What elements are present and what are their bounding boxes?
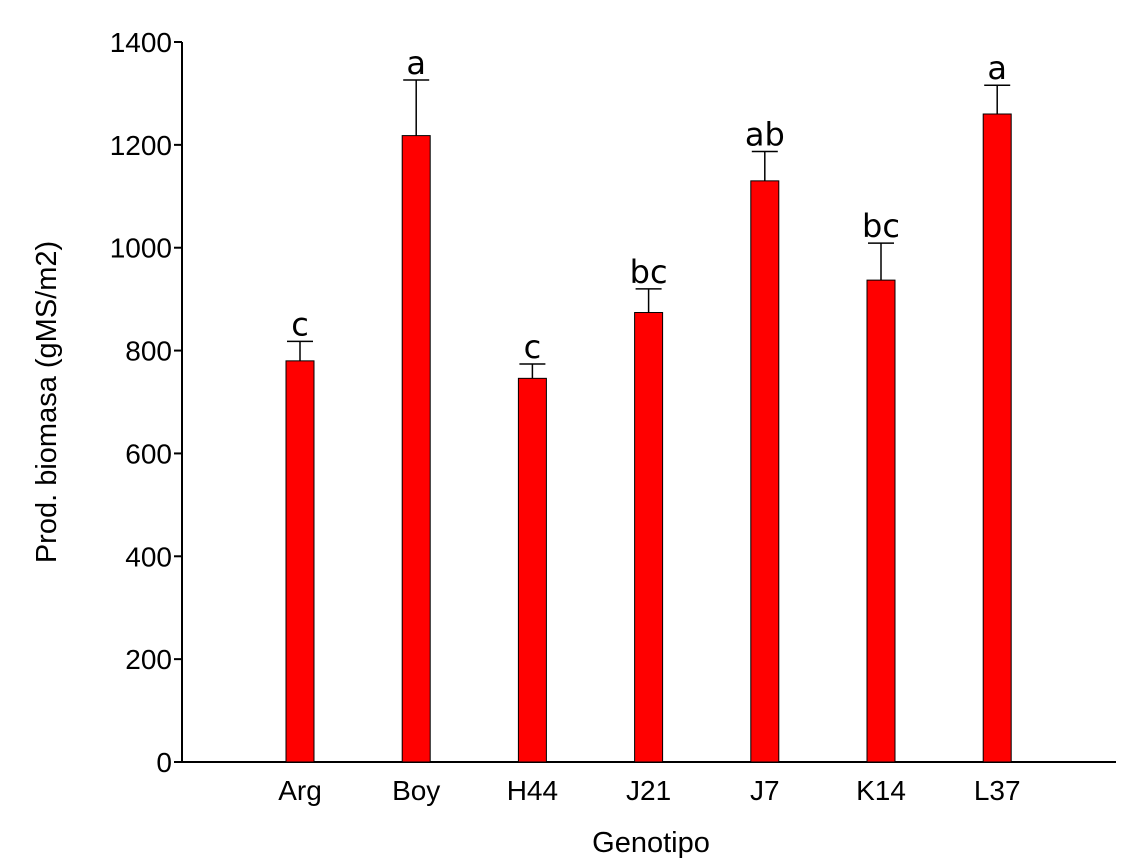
y-tick-label: 1400 [110, 27, 172, 58]
y-axis-title: Prod. biomasa (gMS/m2) [31, 241, 63, 563]
significance-label: c [291, 305, 309, 343]
significance-label: bc [630, 253, 668, 291]
y-tick-label: 800 [125, 336, 172, 367]
bar-arg [285, 360, 315, 763]
y-tick-label: 400 [125, 541, 172, 572]
significance-label: bc [862, 207, 900, 245]
y-tick-label: 1000 [110, 233, 172, 264]
x-tick-label: L37 [974, 775, 1021, 806]
x-tick-label: J21 [626, 775, 671, 806]
y-tick-label: 0 [156, 747, 172, 778]
y-ticks: 0 200 400 600 800 1000 1200 1400 [110, 27, 182, 778]
bar-h44 [517, 377, 547, 763]
y-tick-label: 200 [125, 644, 172, 675]
bar-boy [401, 135, 431, 763]
y-tick-label: 600 [125, 438, 172, 469]
significance-label: c [524, 328, 542, 366]
significance-label: ab [745, 116, 785, 154]
x-tick-label: Arg [278, 775, 322, 806]
x-tick-label: H44 [507, 775, 558, 806]
significance-label: a [987, 49, 1007, 87]
x-axis-title: Genotipo [592, 827, 710, 858]
bar-j7 [750, 180, 780, 763]
bar-l37 [982, 113, 1012, 763]
significance-label: a [406, 44, 426, 82]
x-tick-label: Boy [392, 775, 440, 806]
x-ticks: Arg Boy H44 J21 J7 K14 L37 [278, 775, 1020, 806]
x-tick-label: J7 [750, 775, 780, 806]
x-tick-label: K14 [856, 775, 906, 806]
y-tick-label: 1200 [110, 130, 172, 161]
bar-j21 [634, 312, 664, 763]
bars: c a c bc ab bc a [285, 44, 1012, 763]
bar-k14 [866, 279, 896, 763]
